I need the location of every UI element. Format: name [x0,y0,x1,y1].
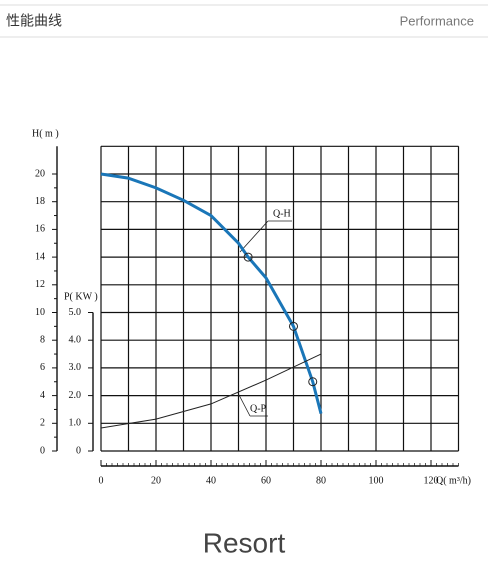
x-tick-label: 40 [206,475,216,486]
y-tick-label: 4 [40,390,45,401]
y-tick-label: 20 [35,168,45,179]
leader-line [239,220,269,253]
data-point [289,321,298,331]
y-tick-label: 10 [35,307,45,318]
series-label: Q-H [273,208,291,219]
y-tick-label: 12 [35,279,45,290]
y-tick-label: 18 [35,196,45,207]
leader-line [237,392,251,417]
y-axis-label: H( m ) [32,128,59,139]
data-point [308,377,318,387]
y2-tick-label: 0 [76,445,81,456]
y2-tick-label: 2.0 [69,390,82,401]
x-tick-label: 0 [99,475,104,486]
footer-title: Resort [203,527,286,558]
y-tick-label: 8 [40,334,45,345]
y-tick-label: 14 [35,251,45,262]
y2-tick-label: 5.0 [69,307,82,318]
y-tick-label: 16 [35,224,45,235]
series-line [100,172,323,414]
y-tick-label: 2 [40,418,45,429]
header-subtitle: Performance [400,13,474,28]
x-tick-label: 100 [369,475,384,486]
y2-axis-label: P( KW ) [64,291,98,302]
y-tick-label: 0 [40,445,45,456]
x-tick-label: 20 [151,475,161,486]
x-axis-label: Q( m³/h) [436,475,471,486]
x-tick-label: 120 [424,475,439,486]
y-tick-label: 6 [40,362,45,373]
y2-tick-label: 4.0 [69,334,82,345]
x-tick-label: 80 [316,475,326,486]
y2-tick-label: 1.0 [69,418,82,429]
data-point [243,252,253,262]
x-tick-label: 60 [261,475,271,486]
series-label: Q-P [250,403,267,414]
header-title: 性能曲线 [6,13,62,29]
series-line [100,353,322,429]
y2-tick-label: 3.0 [69,362,82,373]
